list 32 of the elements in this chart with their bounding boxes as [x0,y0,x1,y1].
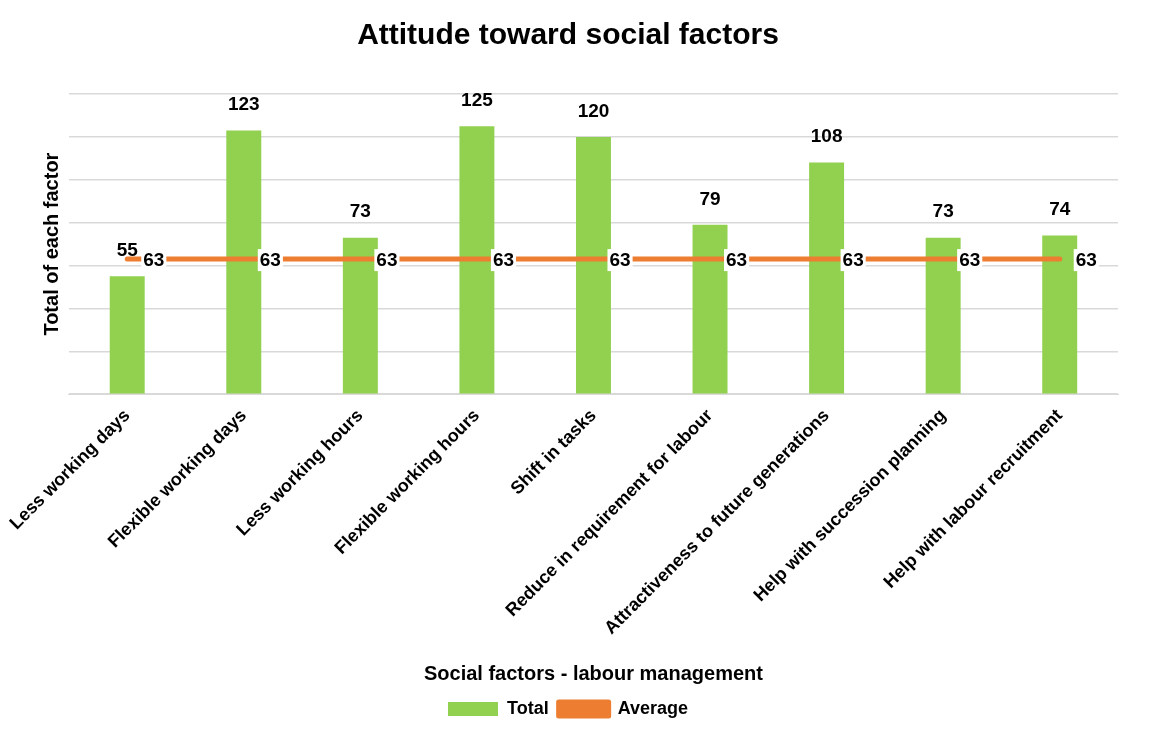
data-label: 73 [349,200,371,222]
bar [459,126,495,394]
data-label: 63 [143,249,165,271]
bar [925,237,961,394]
data-label: 63 [1075,249,1097,271]
data-label: 63 [959,249,981,271]
bar [342,237,378,394]
chart-title: Attitude toward social factors [357,17,779,51]
data-label: 74 [1049,198,1071,220]
data-label: 79 [699,187,721,209]
data-label: 55 [116,238,139,260]
data-label: 120 [577,99,610,121]
data-label: 123 [227,93,260,115]
data-label: 125 [461,88,494,110]
bar [692,224,728,394]
data-label: 73 [932,200,954,222]
data-label: 63 [842,249,864,271]
bar [109,276,145,394]
data-label: 63 [259,249,281,271]
bar [575,136,611,394]
bar [1042,235,1078,394]
data-label: 63 [376,249,398,271]
bar [809,162,845,394]
data-label: 63 [609,249,631,271]
x-axis-title: Social factors - labour management [423,661,764,684]
legend-label: Average [617,697,689,718]
y-axis-title: Total of each factor [40,152,63,336]
data-label: 63 [492,249,515,271]
data-label: 108 [810,125,843,147]
legend-label: Total [506,697,549,718]
data-label: 63 [726,249,748,271]
bar [226,130,262,394]
